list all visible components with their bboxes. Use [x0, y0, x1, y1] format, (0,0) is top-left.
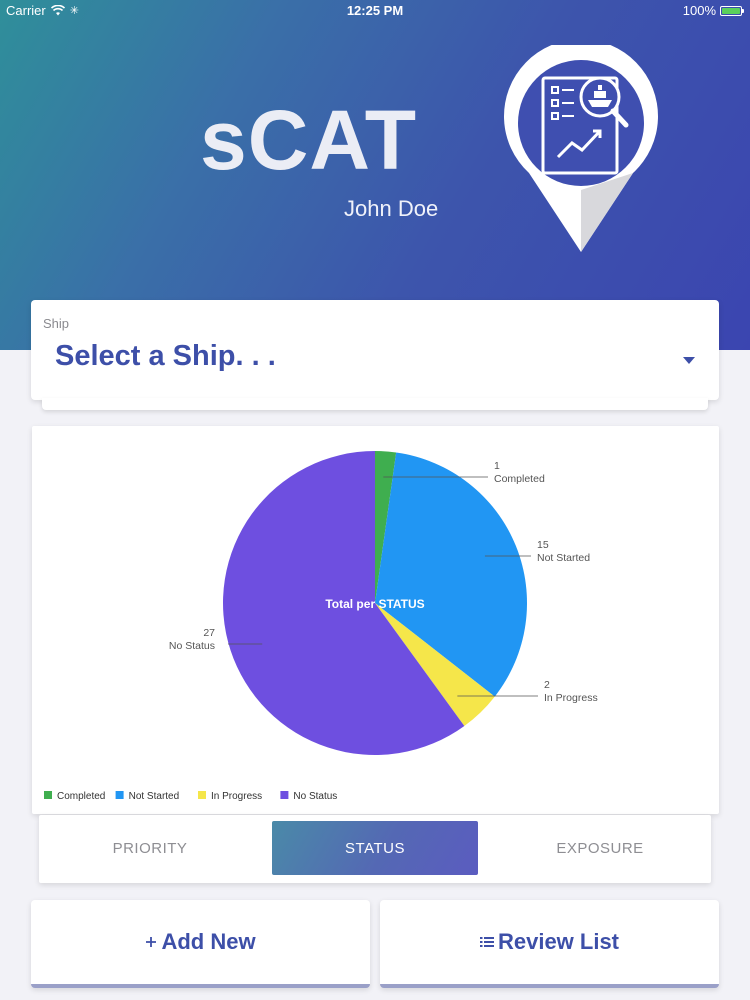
chevron-down-icon[interactable] [683, 357, 695, 364]
slice-value-label: 2 [544, 679, 550, 691]
add-new-button[interactable]: Add New [31, 900, 370, 988]
slice-value-label: 15 [537, 539, 549, 551]
pie-slice-no-status[interactable] [223, 451, 465, 755]
legend-swatch [115, 791, 124, 799]
map-pin-ship-report-icon [504, 45, 658, 252]
ship-selector[interactable]: Ship Select a Ship. . . [31, 300, 719, 400]
ship-select-placeholder[interactable]: Select a Ship. . . [55, 340, 276, 372]
legend-swatch [44, 791, 52, 799]
legend-label[interactable]: In Progress [211, 791, 262, 802]
ship-label: Ship [43, 316, 70, 331]
add-new-label: Add New [161, 929, 256, 954]
review-list-label: Review List [497, 929, 620, 954]
app-title: sCAT [200, 93, 418, 187]
legend-label[interactable]: Completed [57, 791, 105, 802]
review-list-button[interactable]: Review List [380, 900, 719, 988]
battery-percent: 100% [682, 3, 716, 18]
list-icon [479, 936, 494, 948]
slice-name-label: Completed [494, 473, 545, 485]
status-time: 12:25 PM [346, 3, 404, 18]
pie-slice-not-started[interactable] [375, 452, 527, 697]
tab-exposure[interactable]: EXPOSURE [556, 839, 644, 857]
slice-value-label: 1 [494, 460, 500, 472]
slice-name-label: Not Started [537, 552, 590, 564]
activity-spinner-icon: ✳ [69, 5, 79, 17]
wifi-icon [50, 5, 65, 16]
legend-swatch [198, 791, 206, 799]
pie-slice-in-progress[interactable] [375, 603, 495, 726]
pie-slice-completed[interactable] [375, 451, 397, 603]
battery-icon [720, 5, 744, 16]
status-pie-chart-card: 1 Completed 15 Not Started 2 In Progress 27 No … [32, 426, 719, 814]
ship-card-underlay [42, 398, 708, 410]
slice-name-label: In Progress [544, 692, 598, 704]
user-name: John Doe [344, 196, 439, 221]
plus-icon [145, 936, 157, 948]
legend-swatch [280, 791, 289, 799]
legend-label[interactable]: No Status [293, 791, 337, 802]
slice-value-label: 27 [203, 627, 215, 639]
tab-priority[interactable]: PRIORITY [112, 839, 188, 857]
status-bar: Carrier ✳ 12:25 PM 100% [0, 0, 750, 22]
tab-status[interactable]: STATUS [272, 821, 478, 875]
carrier-label: Carrier [6, 3, 46, 18]
legend-label[interactable]: Not Started [129, 791, 180, 802]
chart-tab-bar: PRIORITY STATUS EXPOSURE [39, 815, 711, 883]
pie-center-label: Total per STATUS [325, 597, 424, 611]
slice-name-label: No Status [169, 640, 215, 652]
